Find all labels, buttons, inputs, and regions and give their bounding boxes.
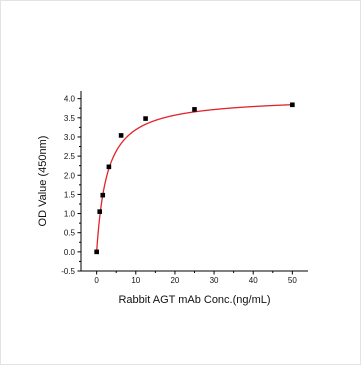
- x-axis-title: Rabbit AGT mAb Conc.(ng/mL): [118, 294, 270, 306]
- x-tick-label: 30: [210, 276, 219, 285]
- data-point: [100, 192, 106, 198]
- x-tick-label: 10: [131, 276, 140, 285]
- data-points: [94, 102, 295, 255]
- data-point: [143, 116, 148, 121]
- y-tick-label: 3.0: [64, 133, 76, 142]
- y-ticks: -0.5 0.0 0.5 1.0 1.5 2.0 2.5 3.0 3.5 4.0: [61, 95, 81, 276]
- y-tick-label: 0.5: [64, 229, 76, 238]
- data-point: [118, 133, 124, 138]
- data-point: [192, 107, 197, 112]
- data-point: [290, 102, 295, 108]
- y-axis-title: OD Value (450nm): [37, 136, 49, 227]
- y-tick-label: 1.0: [64, 210, 76, 219]
- y-tick-label: 3.5: [64, 114, 76, 123]
- x-ticks: 0 10 20 30 40 50: [94, 271, 297, 285]
- y-tick-label: -0.5: [61, 267, 75, 276]
- x-tick-label: 0: [94, 276, 99, 285]
- axes: 0 10 20 30 40 50 -0.5 0.0 0.5 1.0 1.5 2.0 2.5 3.0 3.5…: [61, 91, 308, 285]
- data-point: [97, 209, 103, 214]
- data-point: [94, 249, 99, 255]
- x-tick-label: 40: [249, 276, 258, 285]
- y-tick-label: 1.5: [64, 190, 76, 199]
- fitted-curve: [96, 104, 293, 252]
- x-tick-label: 20: [170, 276, 179, 285]
- y-tick-label: 2.0: [64, 171, 76, 180]
- x-tick-label: 50: [288, 276, 297, 285]
- y-tick-label: 0.0: [64, 248, 76, 257]
- y-tick-label: 2.5: [64, 152, 76, 161]
- y-tick-label: 4.0: [64, 95, 76, 104]
- data-point: [106, 164, 112, 170]
- plot-area: [94, 102, 295, 255]
